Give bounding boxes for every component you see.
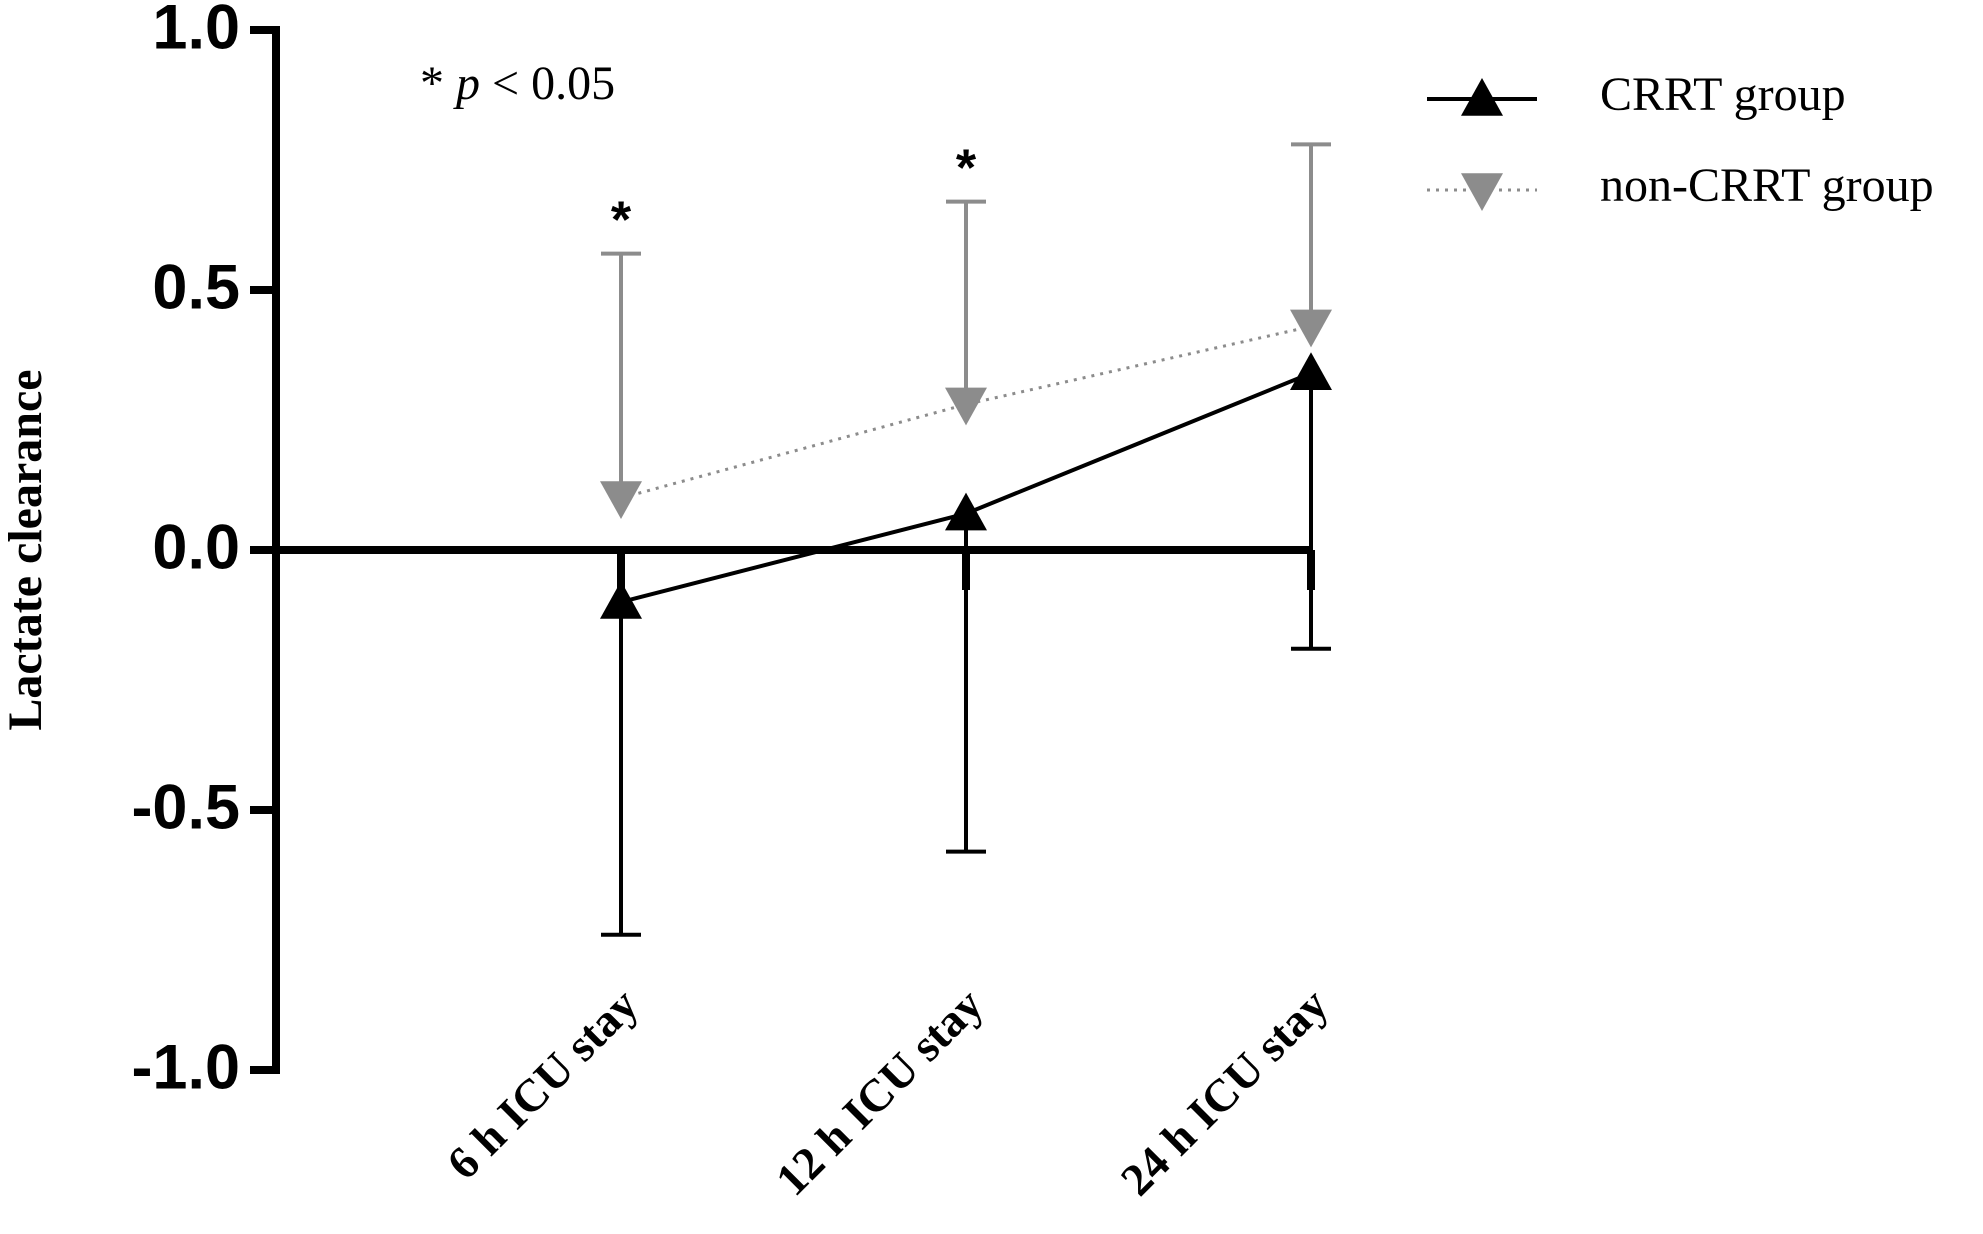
legend-marker <box>1461 78 1503 116</box>
error-bar <box>601 602 641 937</box>
legend-marker <box>1461 173 1503 211</box>
marker <box>600 581 642 619</box>
error-bar <box>1291 142 1331 327</box>
y-tick-label: 0.5 <box>152 253 240 323</box>
series-line <box>620 324 1312 500</box>
y-axis-title: Lactate clearance <box>0 369 52 730</box>
error-bar <box>601 251 641 498</box>
x-tick-label: 6 h ICU stay <box>437 978 647 1188</box>
annotation-symbol: p <box>453 57 480 110</box>
error-bar <box>946 199 986 405</box>
significance-marker: * <box>956 139 977 197</box>
x-tick-label: 12 h ICU stay <box>766 978 993 1205</box>
annotation: * p < 0.05 <box>420 57 615 110</box>
annotation-text: < 0.05 <box>492 57 615 110</box>
y-tick-label: -0.5 <box>131 773 240 843</box>
significance-marker: * <box>611 191 632 249</box>
error-bar <box>1291 373 1331 651</box>
marker <box>945 387 987 426</box>
marker <box>600 481 642 519</box>
y-tick-label: -1.0 <box>131 1033 240 1103</box>
y-tick-label: 0.0 <box>152 513 240 583</box>
annotation-marker: * <box>420 57 444 110</box>
legend-label: CRRT group <box>1600 68 1846 121</box>
marker <box>945 492 987 531</box>
error-bar <box>946 513 986 854</box>
marker <box>1290 309 1332 348</box>
legend-label: non-CRRT group <box>1600 159 1934 212</box>
marker <box>1290 352 1332 390</box>
x-tick-label: 24 h ICU stay <box>1111 978 1338 1205</box>
y-tick-label: 1.0 <box>152 0 240 63</box>
